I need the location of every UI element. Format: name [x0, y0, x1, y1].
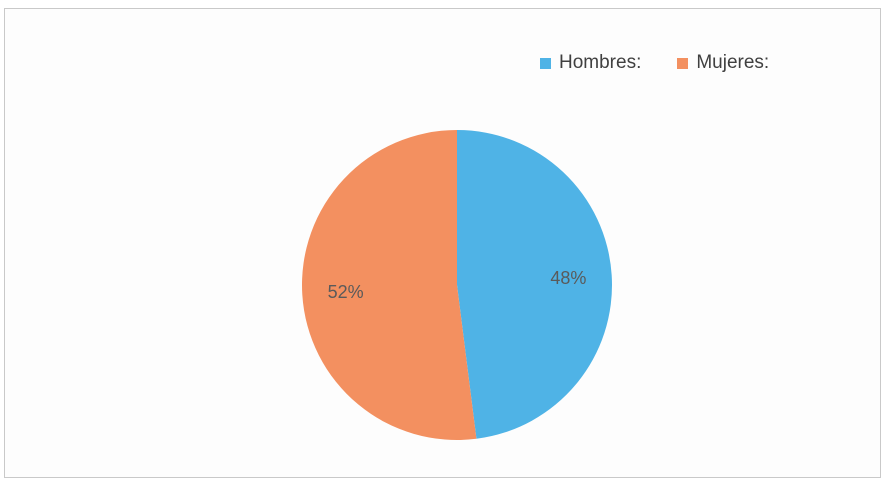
legend-swatch-hombres [540, 57, 551, 69]
legend-swatch-mujeres [677, 57, 689, 69]
legend-label-hombres: Hombres: [559, 52, 642, 73]
legend-label-mujeres: Mujeres: [696, 52, 770, 73]
pie-slice-hombres [457, 130, 613, 439]
chart-legend: Hombres: Mujeres: [540, 52, 769, 74]
pie-label-mujeres: 52% [328, 282, 364, 302]
legend-item-mujeres: Mujeres: [677, 52, 769, 74]
pie-slice-mujeres [302, 130, 477, 440]
pie-label-hombres: 48% [550, 268, 586, 288]
legend-item-hombres: Hombres: [540, 52, 641, 74]
